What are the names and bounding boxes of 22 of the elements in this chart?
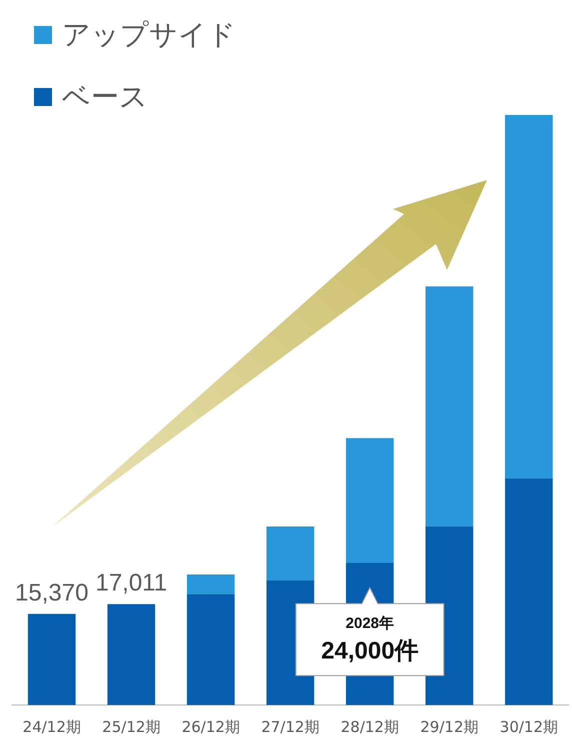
bar xyxy=(186,574,235,594)
data-label: 17,011 xyxy=(95,570,168,597)
bar xyxy=(505,478,553,705)
bar xyxy=(28,614,76,705)
bar xyxy=(107,604,156,705)
annotation: 2028年 xyxy=(346,614,394,632)
bar xyxy=(426,286,474,527)
annotation: 24,000件 xyxy=(321,637,419,664)
x-tick-label: 24/12期 xyxy=(22,718,81,736)
data-label: 15,370 xyxy=(15,579,88,606)
x-tick-label: 29/12期 xyxy=(420,718,478,736)
bar xyxy=(186,594,235,705)
legend-label: アップサイド xyxy=(62,17,236,53)
x-tick-label: 28/12期 xyxy=(340,718,399,736)
legend-label: ベース xyxy=(62,79,148,115)
x-tick-label: 27/12期 xyxy=(261,718,320,736)
x-tick-label: 26/12期 xyxy=(182,718,240,736)
x-tick-label: 30/12期 xyxy=(500,718,558,736)
bar xyxy=(346,438,394,563)
x-tick-label: 25/12期 xyxy=(102,718,160,736)
bar xyxy=(266,526,314,580)
bar xyxy=(505,114,553,478)
